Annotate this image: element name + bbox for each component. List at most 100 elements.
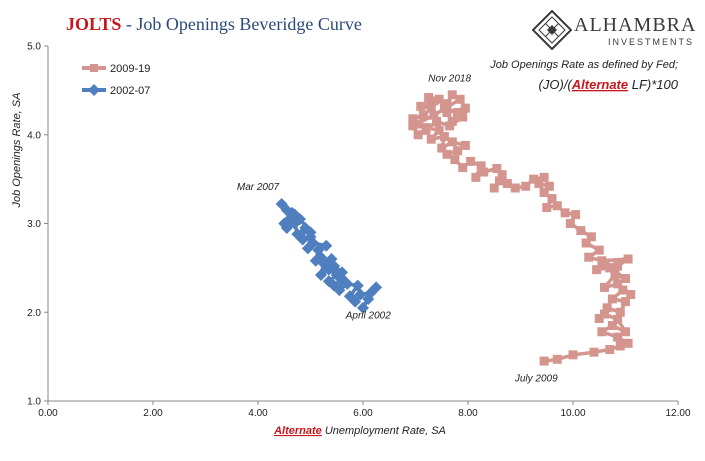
data-point bbox=[416, 101, 426, 111]
data-point bbox=[565, 219, 575, 228]
data-point bbox=[584, 252, 594, 262]
data-point bbox=[460, 140, 470, 150]
legend-entry-2009-19: 2009-19 bbox=[82, 63, 150, 75]
data-point bbox=[479, 167, 489, 177]
data-point bbox=[309, 254, 322, 267]
data-point bbox=[354, 288, 367, 301]
x-tick-label: 0.00 bbox=[38, 408, 58, 419]
data-point bbox=[618, 285, 628, 295]
legend: 2009-19 2002-07 bbox=[82, 63, 150, 97]
data-point bbox=[615, 307, 625, 317]
data-point bbox=[607, 321, 617, 331]
data-point bbox=[602, 303, 612, 313]
legend-entry-2002-07: 2002-07 bbox=[82, 84, 150, 97]
data-point bbox=[529, 174, 539, 184]
data-point bbox=[275, 197, 288, 210]
point-annotation: April 2002 bbox=[345, 310, 391, 321]
data-point bbox=[442, 149, 452, 159]
point-annotation: Nov 2018 bbox=[428, 74, 471, 85]
data-point bbox=[471, 172, 481, 182]
note-line-2: (JO)/(Alternate LF)*100 bbox=[539, 77, 679, 92]
annotations: Nov 2018 Mar 2007 April 2002 July 2009 bbox=[237, 74, 558, 385]
data-point bbox=[328, 260, 341, 273]
y-tick-label: 3.0 bbox=[27, 219, 41, 230]
data-point bbox=[447, 90, 457, 100]
data-point bbox=[600, 282, 609, 292]
data-point bbox=[534, 179, 544, 189]
logo-wordmark: ALHAMBRA bbox=[574, 14, 697, 36]
data-point bbox=[343, 290, 356, 303]
data-point bbox=[502, 179, 512, 189]
data-point bbox=[304, 226, 317, 239]
data-point bbox=[357, 301, 369, 314]
data-point bbox=[544, 181, 554, 191]
data-point bbox=[613, 279, 623, 289]
data-point bbox=[521, 181, 531, 191]
alhambra-logo: ALHAMBRA INVESTMENTS bbox=[530, 8, 700, 52]
x-tick-label: 10.00 bbox=[560, 408, 585, 419]
data-point bbox=[429, 110, 439, 120]
data-point bbox=[336, 266, 348, 279]
legend-label-2009-19: 2009-19 bbox=[110, 63, 150, 75]
data-point bbox=[589, 347, 599, 357]
data-point bbox=[320, 239, 333, 252]
data-point bbox=[542, 203, 552, 213]
data-point bbox=[453, 108, 462, 118]
data-point bbox=[426, 134, 436, 144]
data-point bbox=[466, 156, 476, 166]
data-point bbox=[552, 201, 562, 211]
data-point bbox=[408, 114, 418, 124]
fed-definition-note: Job Openings Rate as defined by Fed; (JO… bbox=[489, 59, 678, 92]
point-annotation: July 2009 bbox=[514, 373, 558, 384]
data-point bbox=[594, 313, 604, 323]
data-point bbox=[301, 242, 314, 255]
data-point bbox=[586, 232, 596, 242]
data-point bbox=[613, 261, 623, 271]
note-line-2-prefix: (JO)/( bbox=[539, 77, 574, 92]
data-point bbox=[364, 286, 377, 299]
axes bbox=[47, 46, 678, 402]
x-tick-label: 2.00 bbox=[143, 408, 163, 419]
data-point bbox=[605, 345, 615, 355]
title-rest: - Job Openings Beveridge Curve bbox=[121, 14, 362, 34]
data-point bbox=[312, 244, 325, 257]
data-point bbox=[560, 208, 570, 218]
data-point bbox=[442, 108, 452, 118]
data-point bbox=[539, 187, 549, 197]
data-point bbox=[460, 103, 470, 113]
y-tick-label: 5.0 bbox=[27, 42, 41, 53]
x-axis-title-alternate: Alternate bbox=[273, 425, 322, 437]
data-point bbox=[291, 228, 304, 241]
data-point bbox=[322, 275, 335, 288]
data-point bbox=[497, 170, 507, 180]
data-point bbox=[610, 270, 620, 280]
data-point bbox=[539, 356, 549, 366]
y-tick-label: 4.0 bbox=[27, 130, 41, 141]
data-point bbox=[552, 354, 562, 364]
note-line-2-alternate: Alternate bbox=[571, 77, 628, 92]
data-point bbox=[476, 161, 486, 171]
data-point bbox=[600, 309, 609, 319]
data-point bbox=[413, 130, 423, 140]
data-point bbox=[621, 274, 630, 284]
data-point bbox=[547, 194, 557, 204]
note-line-2-suffix: LF)*100 bbox=[628, 77, 679, 92]
y-tick-label: 2.0 bbox=[27, 308, 41, 319]
data-point bbox=[408, 121, 418, 131]
data-point bbox=[623, 338, 633, 348]
data-point bbox=[439, 132, 449, 142]
title-lead: JOLTS bbox=[66, 14, 122, 34]
data-point bbox=[621, 327, 630, 337]
data-point bbox=[605, 263, 615, 273]
data-point bbox=[621, 297, 630, 307]
data-point bbox=[413, 119, 423, 129]
data-point bbox=[568, 350, 578, 360]
data-point bbox=[576, 226, 586, 236]
data-point bbox=[450, 155, 460, 165]
data-point bbox=[315, 268, 327, 281]
data-point bbox=[294, 213, 306, 226]
y-tick-label: 1.0 bbox=[27, 397, 41, 408]
chart-title: JOLTS - Job Openings Beveridge Curve bbox=[66, 14, 362, 35]
data-point bbox=[424, 92, 434, 102]
